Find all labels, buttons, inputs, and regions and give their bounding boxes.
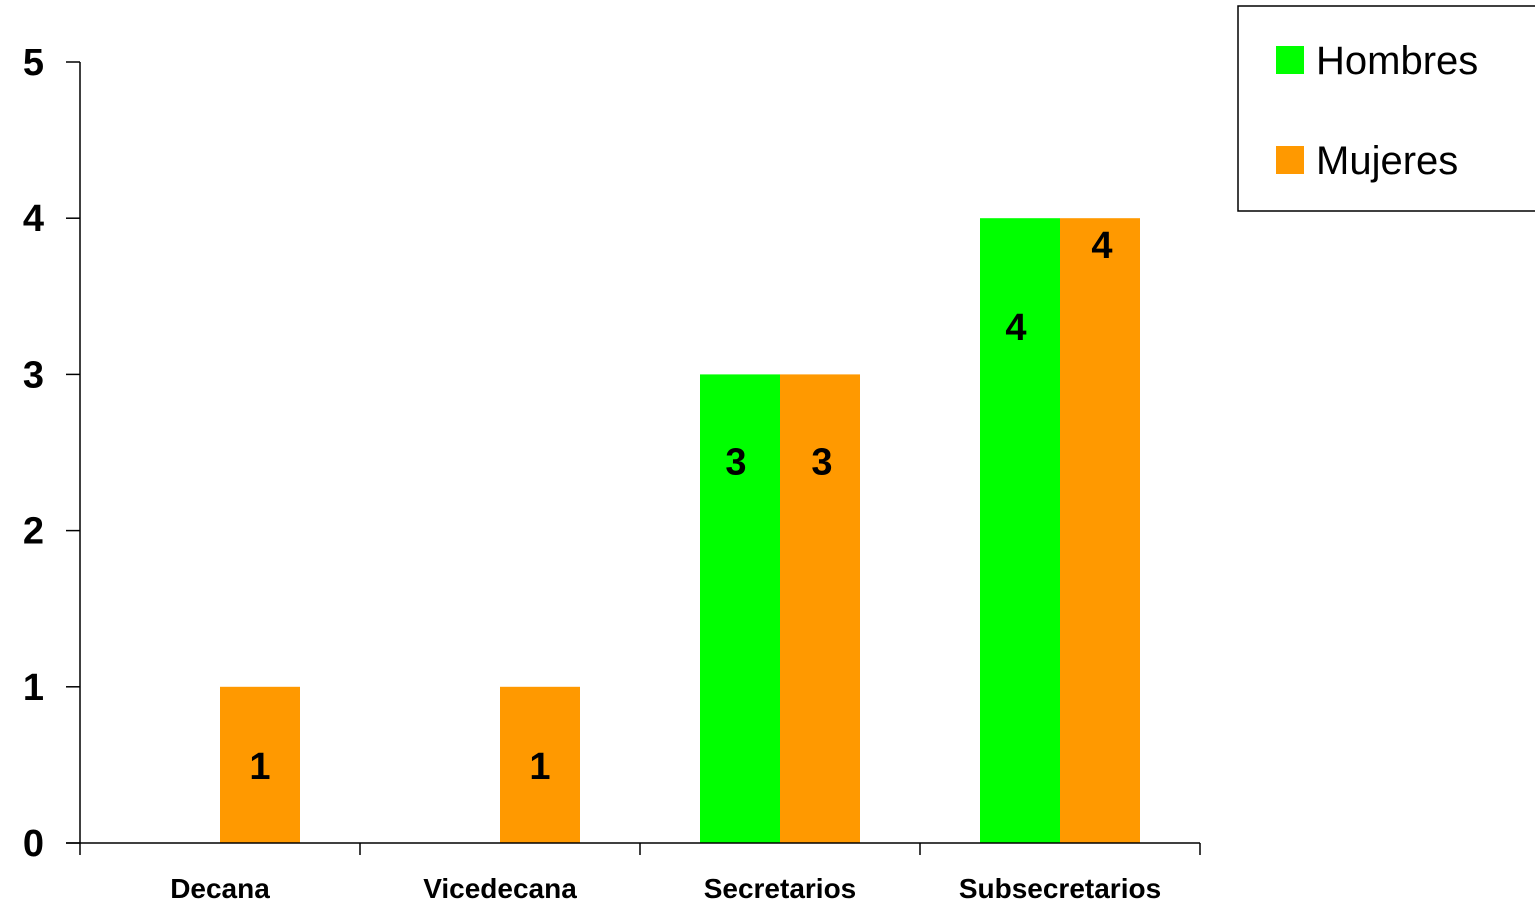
y-tick-label-4: 4 (23, 198, 44, 240)
data-label-mujeres-decana: 1 (249, 746, 270, 788)
x-tick-label-subsecretarios: Subsecretarios (959, 873, 1161, 904)
bar-mujeres-vicedecana (500, 686, 580, 843)
y-tick-label-3: 3 (23, 354, 44, 396)
legend: Hombres Mujeres (1237, 5, 1535, 212)
legend-swatch-hombres (1276, 46, 1304, 74)
data-label-hombres-subsecretarios: 4 (1005, 307, 1026, 349)
data-labels-layer: 3 4 1 1 3 4 (249, 225, 1112, 788)
bar-mujeres-decana (220, 686, 300, 843)
legend-swatch-mujeres (1276, 146, 1304, 174)
x-tick-label-decana: Decana (170, 873, 270, 904)
y-tick-label-0: 0 (23, 823, 44, 865)
legend-box (1237, 5, 1535, 212)
bar-mujeres-subsecretarios (1060, 218, 1140, 843)
bar-mujeres-secretarios (780, 374, 860, 843)
data-label-hombres-secretarios: 3 (725, 441, 746, 483)
x-tick-label-secretarios: Secretarios (704, 873, 857, 904)
bar-hombres-subsecretarios (980, 218, 1060, 843)
y-tick-label-5: 5 (23, 42, 44, 84)
data-label-mujeres-subsecretarios: 4 (1091, 225, 1112, 267)
data-label-mujeres-vicedecana: 1 (529, 746, 550, 788)
bars-layer (220, 218, 1140, 843)
y-tick-label-2: 2 (23, 511, 44, 553)
legend-label-hombres: Hombres (1316, 39, 1478, 83)
data-label-mujeres-secretarios: 3 (811, 441, 832, 483)
y-tick-label-1: 1 (23, 667, 44, 709)
bar-hombres-secretarios (700, 374, 780, 843)
x-tick-label-vicedecana: Vicedecana (423, 873, 577, 904)
legend-label-mujeres: Mujeres (1316, 139, 1458, 183)
axes-layer: 0 1 2 3 4 5 Decana Vicedecana Secretarios Subsecr… (23, 42, 1201, 904)
